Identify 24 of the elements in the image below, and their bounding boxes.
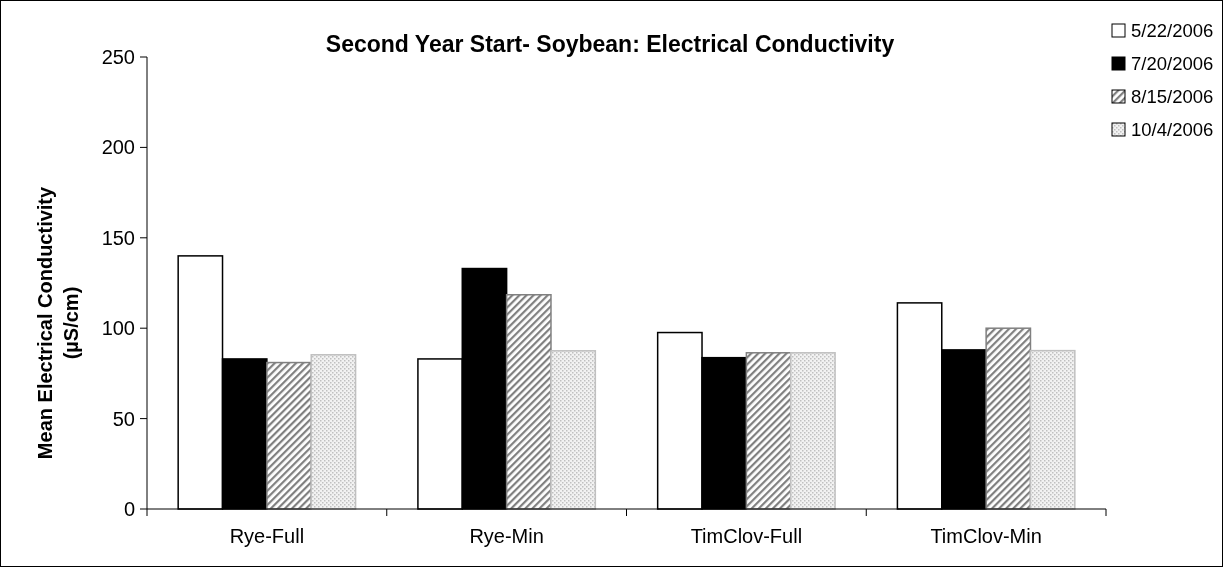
bar <box>550 350 597 510</box>
y-tick-label: 200 <box>101 136 135 159</box>
bar <box>1029 349 1076 510</box>
y-tick-label: 250 <box>101 46 135 68</box>
legend-label: 8/15/2006 <box>1131 86 1214 107</box>
legend-label: 10/4/2006 <box>1131 119 1214 140</box>
x-tick-label: Rye-Full <box>229 525 305 547</box>
y-tick-label: 150 <box>101 226 135 249</box>
chart-title: Second Year Start- Soybean: Electrical Conductivity <box>325 31 895 57</box>
bar <box>985 327 1032 510</box>
bar <box>789 352 836 510</box>
y-tick-label: 100 <box>101 317 135 340</box>
bar <box>266 361 312 510</box>
legend-label: 7/20/2006 <box>1131 53 1214 74</box>
y-tick-label: 50 <box>112 407 135 430</box>
y-tick-label: 0 <box>123 498 135 520</box>
bar <box>310 354 357 510</box>
bar <box>505 294 552 510</box>
x-tick-label: TimClov-Full <box>690 525 803 547</box>
x-tick-label: TimClov-Min <box>930 525 1042 547</box>
y-axis-title: Mean Electrical Conductivity (µS/cm) <box>34 185 82 460</box>
legend-label: 5/22/2006 <box>1131 20 1214 41</box>
x-tick-label: Rye-Min <box>469 525 544 547</box>
bar <box>745 352 792 510</box>
